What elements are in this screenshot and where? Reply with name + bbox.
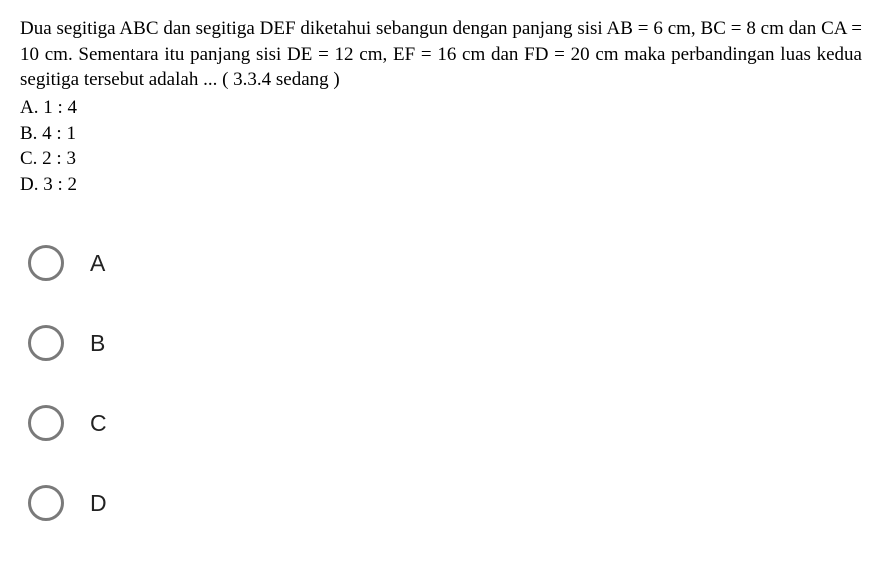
answer-key-b: B. 4 : 1 xyxy=(20,121,862,147)
answer-key-c: C. 2 : 3 xyxy=(20,146,862,172)
radio-label-a: A xyxy=(90,250,105,277)
radio-label-d: D xyxy=(90,490,107,517)
answer-key-list: A. 1 : 4 B. 4 : 1 C. 2 : 3 D. 3 : 2 xyxy=(20,95,862,198)
radio-button-c[interactable] xyxy=(28,405,64,441)
radio-options-group: A B C D xyxy=(20,245,862,521)
radio-row-d: D xyxy=(28,485,862,521)
radio-row-c: C xyxy=(28,405,862,441)
answer-key-d: D. 3 : 2 xyxy=(20,172,862,198)
question-text: Dua segitiga ABC dan segitiga DEF diketa… xyxy=(20,16,862,93)
radio-row-a: A xyxy=(28,245,862,281)
radio-button-a[interactable] xyxy=(28,245,64,281)
radio-label-c: C xyxy=(90,410,107,437)
radio-row-b: B xyxy=(28,325,862,361)
radio-button-d[interactable] xyxy=(28,485,64,521)
radio-label-b: B xyxy=(90,330,105,357)
radio-button-b[interactable] xyxy=(28,325,64,361)
answer-key-a: A. 1 : 4 xyxy=(20,95,862,121)
